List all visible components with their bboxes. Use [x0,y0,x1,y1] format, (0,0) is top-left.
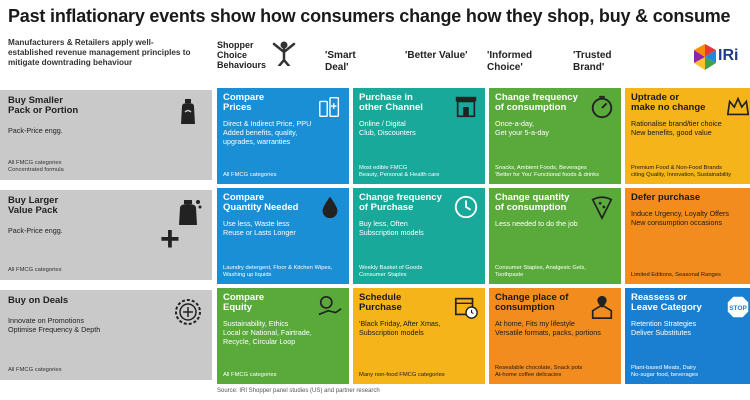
shopper-person-icon [272,41,296,66]
card-title: Defer purchase [631,192,701,203]
card-body: 'Black Friday, After Xmas, Subscription … [359,319,441,337]
crown-icon [726,96,750,116]
card-footer: Resealable chocolate, Snack pots At-home… [495,365,583,378]
column-header-smart-deal: 'Smart Deal' [325,50,356,73]
card-title: Uptrade or make no change [631,92,706,113]
page-title: Past inflationary events show how consum… [8,6,731,26]
recycle-hand-icon [318,295,342,316]
behaviour-card-r1c4: Uptrade or make no change Rationalise bra… [625,88,750,184]
behaviour-card-r3c2: Schedule Purchase 'Black Friday, After Xm… [353,288,485,384]
card-body: Use less, Waste less Reuse or Lasts Long… [223,219,296,237]
card-body: Direct & Indirect Price, PPU Added benef… [223,119,312,146]
card-title: Buy Larger Value Pack [8,195,59,216]
intro-text: Manufacturers & Retailers apply well-est… [8,38,191,67]
water-drop-icon [322,196,338,219]
card-title: Reassess or Leave Category [631,292,702,313]
large-pack-icon [179,200,202,225]
card-footer: Consumer Staples, Analgesic Gels, Toothp… [495,265,586,278]
svg-text:STOP: STOP [729,305,747,312]
card-footer: Premium Food & Non-Food Brands citing Qu… [631,165,732,178]
card-body: Less needed to do the job [495,219,578,228]
behaviour-card-r1c2: Purchase in other Channel Online / Digita… [353,88,485,184]
behaviour-card-r1c1: Compare Prices Direct & Indirect Price, P… [217,88,349,184]
column-header-better-value: 'Better Value' [405,50,468,61]
card-body: Buy less, Often Subscription models [359,219,424,237]
card-body: Retention Strategies Deliver Substitutes [631,319,697,337]
source-note: Source: IRI Shopper panel studies (US) a… [217,388,380,394]
timer-icon [591,95,613,119]
card-title: Change quantity of consumption [495,192,570,213]
pizza-slice-icon [591,196,613,220]
price-tag-badge-icon [175,299,201,325]
behaviour-card-r3c1: Compare Equity Sustainability, Ethics Loc… [217,288,349,384]
behaviour-card-r3c3: Change place of consumption At home, Fits… [489,288,621,384]
card-footer: All FMCG categories [223,372,277,378]
card-footer: Plant-based Meats, Dairy No-sugar food, … [631,365,699,378]
card-body: Induce Urgency, Loyalty Offers New consu… [631,209,730,227]
card-body: Once-a-day, Get your 5-a-day [495,119,549,137]
card-footer: Weekly Basket of Goods Consumer Staples [359,265,423,278]
card-title: Buy on Deals [8,295,69,306]
card-footer: All FMCG categories [8,267,62,273]
behaviour-card-r3c4: Reassess or Leave Category Retention Stra… [625,288,750,384]
card-body: Innovate on Promotions Optimise Frequenc… [8,316,101,334]
clock-icon [454,195,478,219]
behaviour-card-r2c4: Defer purchase Induce Urgency, Loyalty Of… [625,188,750,284]
iri-logo: IRi [694,40,746,74]
card-footer: All FMCG categories [223,172,277,178]
behaviour-card-r1c3: Change frequency of consumption Once-a-da… [489,88,621,184]
behaviour-card-r2c3: Change quantity of consumption Less neede… [489,188,621,284]
card-footer: Laundry detergent, Floor & Kitchen Wipes… [223,265,333,278]
card-title: Purchase in other Channel [359,92,423,113]
card-title: Change frequency of consumption [495,92,578,113]
storefront-icon [455,96,477,118]
shopper-choice-label: Shopper Choice Behaviours [217,40,267,70]
plus-symbol: + [160,220,180,258]
detergent-bottle-icon [181,99,195,124]
card-footer: Snacks, Ambient Foods, Beverages 'Better… [495,165,600,178]
behaviour-card-r2c1: Compare Quantity Needed Use less, Waste l… [217,188,349,284]
left-card-buy-smaller: Buy Smaller Pack or Portion Pack-Price e… [0,90,212,180]
column-header-trusted-brand: 'Trusted Brand' [573,50,612,73]
logo-text: IRi [718,47,739,64]
card-footer: All FMCG categories [8,367,62,373]
card-footer: Limited Editions, Seasonal Ranges [631,272,721,278]
card-body: Pack-Price engg. [8,126,63,135]
compare-bottles-icon [319,97,340,117]
card-title: Schedule Purchase [359,292,402,313]
stop-sign-icon: STOP [727,296,749,318]
location-house-icon [591,295,613,319]
card-title: Compare Prices [223,92,265,113]
card-title: Compare Quantity Needed [223,192,299,213]
card-title: Compare Equity [223,292,265,313]
left-card-buy-on-deals: Buy on Deals Innovate on Promotions Opti… [0,290,212,380]
card-title: Change frequency of Purchase [359,192,442,213]
card-body: Online / Digital Club, Discounters [359,119,416,137]
card-title: Buy Smaller Pack or Portion [8,95,79,116]
calendar-clock-icon [454,297,478,319]
card-footer: All FMCG categories Concentrated formula [8,160,64,173]
card-body: Rationalise brand/tier choice New benefi… [631,119,722,137]
card-footer: Many non-food FMCG categories [359,372,445,378]
card-body: Pack-Price engg. [8,226,63,235]
card-title: Change place of consumption [495,292,569,313]
card-body: Sustainability, Ethics Local or National… [223,319,312,346]
behaviour-card-r2c2: Change frequency of Purchase Buy less, Of… [353,188,485,284]
card-footer: Most edible FMCG Beauty, Personal & Heal… [359,165,440,178]
card-body: At home, Fits my lifestyle Versatile for… [495,319,601,337]
left-card-buy-larger: Buy Larger Value Pack Pack-Price engg. A… [0,190,212,280]
column-header-informed-choice: 'Informed Choice' [487,50,533,73]
